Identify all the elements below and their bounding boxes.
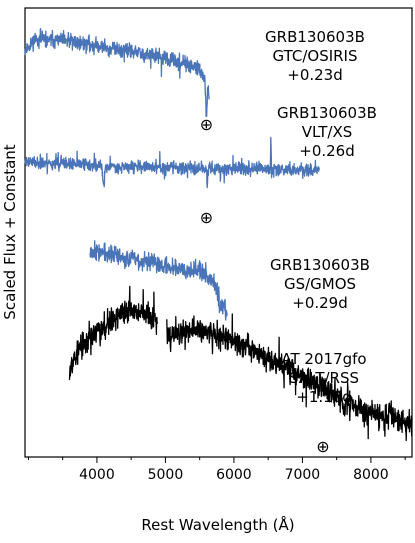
x-tick-label-4000: 4000 [79,467,115,483]
x-axis-label: Rest Wavelength (Å) [141,515,294,534]
annotation-3-line-1: GRB130603B [270,256,370,274]
x-tick-label-7000: 7000 [285,467,321,483]
series-layer [24,28,413,442]
telluric-marker-1: ⊕ [200,115,213,134]
marker-layer: ⊕ ⊕ ⊕ [200,115,330,456]
spectrum-line-3 [89,240,228,321]
x-tick-label-8000: 8000 [353,467,389,483]
annotation-3-line-2: GS/GMOS [284,275,356,293]
annotation-4-line-3: +1.18d [296,388,352,406]
spectrum-line-4 [68,285,413,442]
telluric-marker-3: ⊕ [316,437,329,456]
telluric-marker-2: ⊕ [200,208,213,227]
annotation-1-line-2: GTC/OSIRIS [272,47,357,65]
annotation-1-line-3: +0.23d [287,66,343,84]
annotation-2-line-2: VLT/XS [302,123,353,141]
annotation-4-line-1: AT 2017gfo [281,350,366,368]
annotation-1-line-1: GRB130603B [265,28,365,46]
y-axis-label: Scaled Flux + Constant [1,144,19,319]
tick-layer: 4000 5000 6000 7000 8000 [27,457,406,483]
annotation-3-line-3: +0.29d [292,294,348,312]
x-tick-label-5000: 5000 [148,467,184,483]
annotation-2-line-1: GRB130603B [277,104,377,122]
annotation-2-line-3: +0.26d [299,142,355,160]
spectrum-line-1 [24,28,210,118]
annotation-layer: GRB130603BGTC/OSIRIS+0.23dGRB130603BVLT/… [265,28,377,406]
annotation-4-line-2: SALT/RSS [289,369,359,387]
plot-frame [24,7,413,458]
spectrum-line-2 [24,136,321,189]
x-tick-label-6000: 6000 [216,467,252,483]
